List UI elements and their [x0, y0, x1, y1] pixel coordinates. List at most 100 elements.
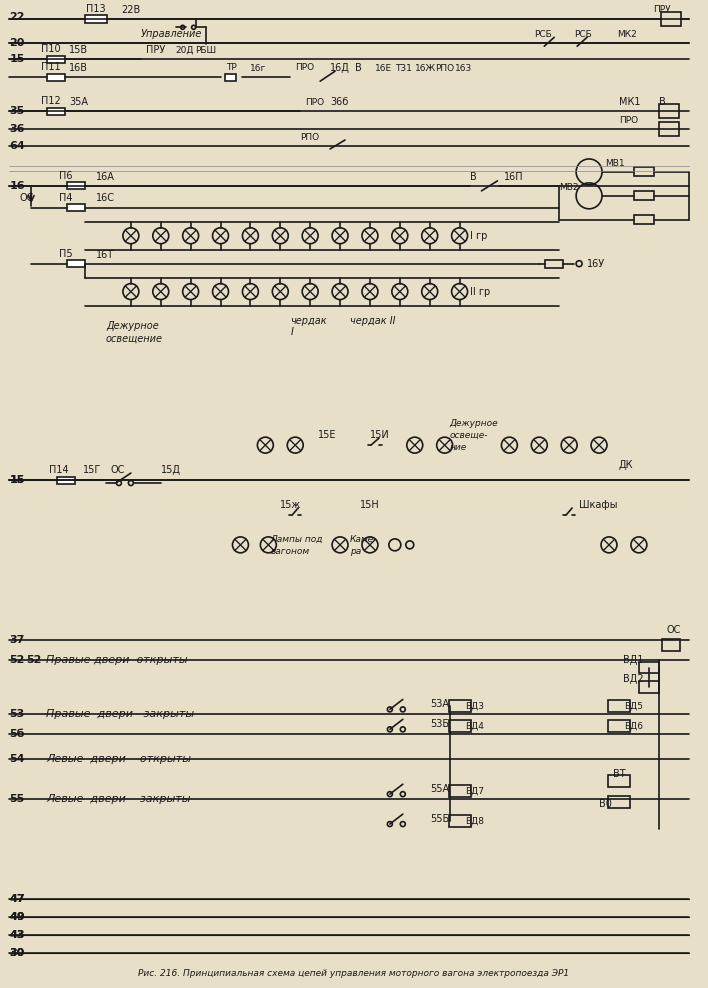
- Text: 35: 35: [9, 106, 25, 116]
- Bar: [224, 74, 236, 81]
- Text: П10: П10: [41, 44, 61, 54]
- Bar: [449, 785, 471, 797]
- Text: Шкафы: Шкафы: [579, 500, 617, 510]
- Text: вагоном: вагоном: [270, 547, 309, 556]
- Text: 55: 55: [9, 794, 25, 804]
- Text: 22В: 22В: [121, 5, 140, 16]
- Text: ОС: ОС: [111, 465, 125, 475]
- Text: 54: 54: [9, 754, 25, 765]
- Text: 20: 20: [9, 39, 25, 48]
- Text: 15Г: 15Г: [83, 465, 101, 475]
- Text: П12: П12: [41, 96, 61, 106]
- Bar: [608, 796, 630, 808]
- Text: I: I: [290, 327, 293, 338]
- Text: Правые  двери   закрыты: Правые двери закрыты: [46, 709, 194, 719]
- Text: П4: П4: [59, 193, 73, 203]
- Text: 15Е: 15Е: [318, 430, 336, 441]
- Text: П13: П13: [86, 4, 105, 15]
- Text: 55Б: 55Б: [430, 814, 449, 824]
- Text: 15В: 15В: [69, 45, 88, 55]
- Text: 16Т: 16Т: [96, 250, 114, 260]
- Bar: [634, 192, 653, 201]
- Text: П5: П5: [59, 249, 73, 259]
- Text: ВД1: ВД1: [623, 654, 644, 665]
- Text: 16А: 16А: [96, 172, 115, 182]
- Text: 15: 15: [9, 54, 25, 64]
- Bar: [634, 215, 653, 224]
- Bar: [661, 13, 680, 27]
- Text: 47: 47: [9, 894, 25, 904]
- Text: ВД8: ВД8: [465, 816, 484, 826]
- Text: ВД7: ВД7: [465, 786, 484, 795]
- Text: ОС: ОС: [19, 193, 34, 203]
- Text: РСБ: РСБ: [574, 30, 592, 39]
- Text: 64: 64: [9, 141, 25, 151]
- Bar: [449, 700, 471, 712]
- Text: В: В: [469, 172, 476, 182]
- Text: ВД6: ВД6: [624, 722, 644, 731]
- Text: II гр: II гр: [469, 287, 490, 296]
- Text: ВД5: ВД5: [624, 701, 644, 711]
- Text: Рис. 216. Принципиальная схема цепей управления моторного вагона электропоезда Э: Рис. 216. Принципиальная схема цепей упр…: [139, 969, 569, 978]
- Text: ДК: ДК: [619, 460, 634, 470]
- Text: I гр: I гр: [469, 231, 487, 241]
- Text: ВД3: ВД3: [465, 701, 484, 711]
- Text: 16В: 16В: [69, 63, 88, 73]
- Text: П11: П11: [41, 62, 61, 72]
- Text: В0: В0: [599, 799, 612, 809]
- Text: ра: ра: [350, 547, 361, 556]
- Text: Дежурное: Дежурное: [106, 321, 159, 332]
- Bar: [634, 167, 653, 177]
- Text: МВ1: МВ1: [605, 159, 624, 168]
- Bar: [47, 55, 65, 62]
- Text: МК2: МК2: [617, 30, 636, 39]
- Text: 16г: 16г: [251, 63, 267, 73]
- Text: Каме-: Каме-: [350, 535, 377, 544]
- Text: ТР: ТР: [227, 62, 237, 72]
- Text: 49: 49: [9, 912, 25, 922]
- Bar: [67, 205, 85, 211]
- Text: РСБ: РСБ: [535, 30, 552, 39]
- Text: 16: 16: [9, 181, 25, 191]
- Text: ПРО: ПРО: [295, 62, 314, 72]
- Bar: [47, 108, 65, 115]
- Text: 53А: 53А: [430, 700, 449, 709]
- Text: освеще-: освеще-: [450, 431, 488, 440]
- Text: Лампы под: Лампы под: [270, 535, 323, 544]
- Bar: [608, 776, 630, 787]
- Text: 53: 53: [9, 709, 25, 719]
- Text: 15: 15: [9, 475, 25, 485]
- Text: МВ2: МВ2: [559, 184, 578, 193]
- Text: освещение: освещение: [106, 333, 163, 344]
- Text: РБШ: РБШ: [195, 45, 217, 54]
- Text: Левые  двери    открыты: Левые двери открыты: [46, 754, 191, 765]
- Text: 5б: 5б: [9, 729, 25, 739]
- Text: 15: 15: [9, 475, 25, 485]
- Text: 55А: 55А: [430, 784, 449, 794]
- Text: 36: 36: [9, 124, 25, 134]
- Text: ВД2: ВД2: [623, 675, 644, 685]
- Text: В: В: [355, 63, 362, 73]
- Bar: [85, 16, 107, 24]
- Bar: [545, 260, 563, 268]
- Text: чердак II: чердак II: [350, 316, 396, 326]
- Text: 16Е: 16Е: [375, 63, 392, 73]
- Text: 53Б: 53Б: [430, 719, 449, 729]
- Text: 15И: 15И: [370, 430, 389, 441]
- Text: 49: 49: [9, 912, 25, 922]
- Text: П14: П14: [49, 465, 69, 475]
- Text: 37: 37: [9, 634, 25, 644]
- Bar: [57, 476, 75, 483]
- Text: Т31: Т31: [395, 63, 412, 73]
- Bar: [67, 260, 85, 267]
- Text: 20Д: 20Д: [176, 45, 194, 54]
- Bar: [639, 662, 659, 674]
- Bar: [67, 183, 85, 190]
- Text: В: В: [659, 97, 666, 107]
- Text: 52: 52: [26, 654, 42, 665]
- Text: 16Ж: 16Ж: [415, 63, 436, 73]
- Text: 16П: 16П: [504, 172, 524, 182]
- Text: ние: ние: [450, 443, 467, 452]
- Text: 15Д: 15Д: [161, 465, 181, 475]
- Text: 16Д: 16Д: [330, 63, 350, 73]
